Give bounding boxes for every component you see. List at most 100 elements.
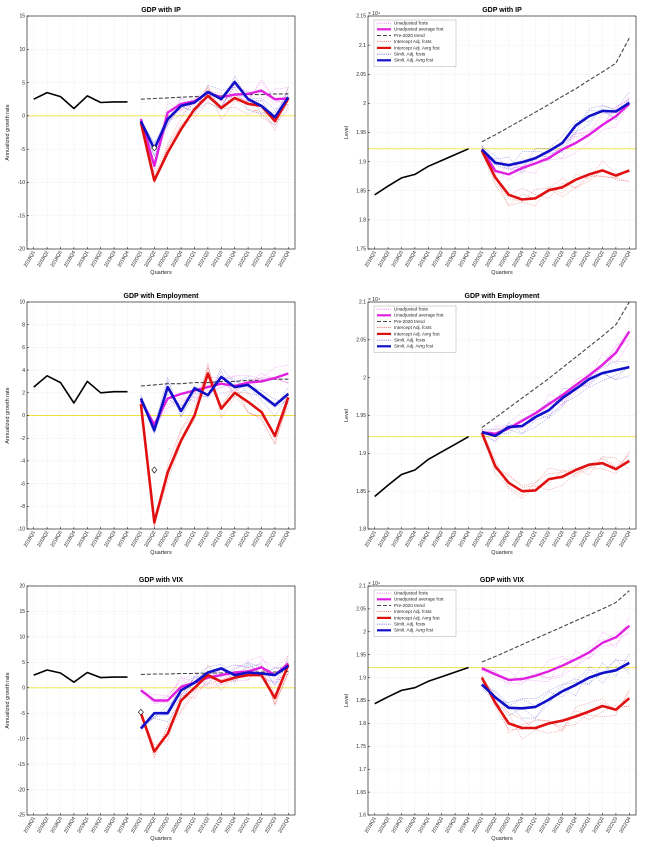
y-tick-label: -6 bbox=[21, 481, 26, 487]
series-line-intercept bbox=[139, 372, 290, 524]
x-tick-label: 2021Q1 bbox=[525, 530, 539, 549]
x-tick-label: 2022Q1 bbox=[237, 530, 251, 549]
x-tick-label: 2021Q2 bbox=[197, 530, 211, 549]
x-tick-label: 2021Q3 bbox=[551, 530, 565, 549]
fan-line-intercept bbox=[481, 432, 630, 486]
x-tick-label: 2021Q3 bbox=[210, 816, 224, 835]
fan-line-unadjusted bbox=[481, 629, 630, 683]
series-line-actual bbox=[33, 91, 128, 110]
legend-label: Unadjusted fcsts bbox=[394, 591, 429, 596]
axis-exponent: × 10⁴ bbox=[368, 581, 380, 587]
x-tick-label: 2019Q1 bbox=[76, 530, 90, 549]
x-tick-label: 2019Q2 bbox=[431, 816, 445, 835]
x-tick-label: 2021Q1 bbox=[525, 250, 539, 269]
x-tick-label: 2022Q2 bbox=[592, 530, 606, 549]
x-tick-label: 2021Q3 bbox=[210, 250, 224, 269]
x-tick-label: 2018Q4 bbox=[63, 250, 77, 269]
x-tick-label: 2018Q4 bbox=[404, 530, 418, 549]
x-tick-label: 2020Q2 bbox=[143, 816, 157, 835]
series-line-simult bbox=[139, 375, 290, 432]
series-line-actual bbox=[33, 375, 128, 404]
x-tick-label: 2020Q2 bbox=[484, 816, 498, 835]
fan-line-intercept bbox=[481, 429, 630, 499]
x-tick-label: 2020Q1 bbox=[130, 530, 144, 549]
x-tick-label: 2019Q1 bbox=[76, 250, 90, 269]
fan-line-simult bbox=[481, 364, 630, 443]
x-tick-label: 2022Q3 bbox=[605, 816, 619, 835]
y-tick-label: 1.8 bbox=[359, 218, 366, 224]
chart-title: GDP with IP bbox=[482, 7, 522, 14]
x-tick-label: 2019Q3 bbox=[444, 816, 458, 835]
x-tick-label: 2020Q4 bbox=[511, 250, 525, 269]
y-tick-label: 1.85 bbox=[356, 489, 366, 495]
legend-label: Simlt. Adj. fcsts bbox=[394, 52, 426, 57]
x-tick-label: 2022Q1 bbox=[237, 816, 251, 835]
y-tick-label: 20 bbox=[19, 584, 25, 590]
series-line-intercept bbox=[480, 676, 631, 730]
x-tick-label: 2022Q1 bbox=[578, 250, 592, 269]
x-tick-label: 2021Q2 bbox=[538, 816, 552, 835]
y-tick-label: 15 bbox=[19, 14, 25, 20]
legend-label: Simlt. Adj. fcsts bbox=[394, 338, 426, 343]
x-tick-label: 2021Q1 bbox=[184, 816, 198, 835]
x-tick-label: 2020Q4 bbox=[170, 816, 184, 835]
x-tick-label: 2019Q2 bbox=[90, 250, 104, 269]
fan-line-intercept bbox=[481, 677, 630, 730]
y-tick-label: 8 bbox=[22, 322, 25, 328]
x-tick-label: 2022Q2 bbox=[592, 816, 606, 835]
x-tick-label: 2018Q4 bbox=[63, 530, 77, 549]
fan-line-unadjusted bbox=[140, 78, 289, 167]
y-tick-label: 1.9 bbox=[359, 451, 366, 457]
x-tick-label: 2022Q1 bbox=[578, 530, 592, 549]
fan-line-intercept bbox=[481, 677, 630, 740]
x-axis-label: Quarters bbox=[150, 270, 172, 276]
x-tick-label: 2021Q2 bbox=[538, 530, 552, 549]
legend-label: Intercept Adj. Avrg fcst bbox=[394, 331, 440, 336]
legend-label: Simlt. Adj. Avrg fcst bbox=[394, 344, 434, 349]
x-tick-label: 2022Q2 bbox=[251, 250, 265, 269]
diamond-marker bbox=[138, 708, 144, 716]
legend-label: Unadjusted fcsts bbox=[394, 307, 429, 312]
series-line-trend bbox=[140, 670, 289, 676]
x-tick-label: 2022Q2 bbox=[592, 250, 606, 269]
series-line-unadjusted bbox=[480, 103, 631, 176]
y-axis-label: Annualized growth rate bbox=[5, 672, 11, 728]
y-tick-label: -10 bbox=[18, 527, 25, 533]
x-tick-label: 2019Q4 bbox=[117, 816, 131, 835]
y-tick-label: 1.8 bbox=[359, 527, 366, 533]
y-axis-label: Level bbox=[344, 409, 350, 422]
x-tick-label: 2022Q4 bbox=[277, 816, 291, 835]
x-tick-label: 2022Q3 bbox=[605, 530, 619, 549]
fan-line-simult bbox=[481, 101, 630, 170]
x-tick-label: 2022Q4 bbox=[618, 250, 632, 269]
y-axis-label: Annualized growth rate bbox=[5, 387, 11, 443]
x-tick-label: 2020Q2 bbox=[143, 250, 157, 269]
y-tick-label: -5 bbox=[21, 711, 26, 717]
series-line-actual bbox=[374, 148, 469, 196]
fan-line-intercept bbox=[140, 365, 289, 525]
x-tick-label: 2020Q1 bbox=[471, 816, 485, 835]
series-line-actual bbox=[33, 669, 128, 683]
y-tick-label: 2.1 bbox=[359, 300, 366, 306]
y-tick-label: 0 bbox=[22, 685, 25, 691]
y-tick-label: 10 bbox=[19, 300, 25, 306]
x-tick-label: 2022Q1 bbox=[237, 250, 251, 269]
series-line-unadjusted bbox=[481, 624, 631, 682]
y-tick-label: 2.05 bbox=[356, 72, 366, 78]
x-tick-label: 2020Q2 bbox=[143, 530, 157, 549]
series-line-simult bbox=[139, 80, 290, 151]
y-tick-label: 1.95 bbox=[356, 413, 366, 419]
series-line-actual bbox=[374, 436, 469, 498]
x-tick-label: 2019Q4 bbox=[458, 250, 472, 269]
x-tick-label: 2020Q2 bbox=[484, 250, 498, 269]
y-tick-label: -10 bbox=[18, 736, 25, 742]
x-tick-label: 2018Q3 bbox=[50, 250, 64, 269]
diamond-marker bbox=[151, 144, 158, 152]
x-tick-label: 2020Q2 bbox=[484, 530, 498, 549]
